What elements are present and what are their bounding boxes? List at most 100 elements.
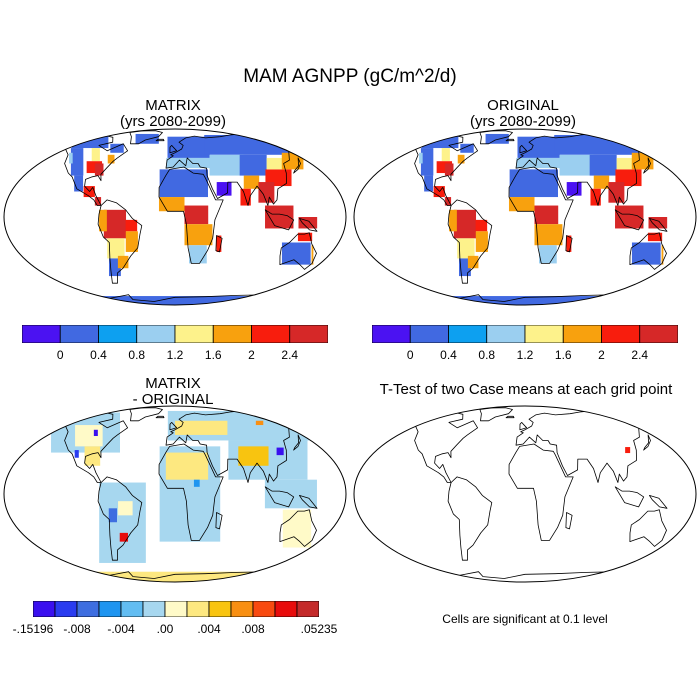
- coastline-greenland: [479, 407, 513, 422]
- grid-cell: [436, 161, 453, 174]
- grid-cell: [517, 136, 560, 158]
- significant-cell: [625, 447, 631, 454]
- coastline-iceland: [505, 138, 515, 142]
- coastline-madagascar: [215, 512, 223, 530]
- grid-cell: [107, 238, 125, 259]
- coastline-iceland: [505, 415, 515, 419]
- coastline-japan: [293, 434, 301, 451]
- colorbar-tick-label: 1.2: [516, 348, 534, 362]
- grid-cell: [534, 205, 559, 225]
- grid-cell: [238, 446, 269, 466]
- grid-cell: [91, 148, 100, 162]
- colorbar-tick-label: -.004: [107, 622, 135, 636]
- grid-cell: [93, 429, 98, 437]
- colorbar-tick-label: 1.2: [166, 348, 184, 362]
- colorbar-swatch: [59, 325, 99, 343]
- colorbar-swatch: [251, 325, 291, 343]
- colorbar-tick-label: 2: [598, 348, 605, 362]
- grid-cell: [282, 509, 312, 548]
- colorbar-tick-label: .008: [241, 622, 265, 636]
- colorbar-swatch: [448, 325, 488, 343]
- grid-cell: [449, 209, 457, 232]
- figure-title: MAM AGNPP (gC/m^2/d): [243, 66, 457, 87]
- coastline-namerica: [391, 134, 478, 206]
- coastline-newguinea: [299, 495, 318, 509]
- colorbar-original: [372, 325, 678, 343]
- panel-title-line2: (yrs 2080-2099): [470, 113, 576, 130]
- grid-cell: [559, 154, 594, 176]
- grid-cell: [566, 182, 582, 196]
- colorbar-swatch: [274, 601, 298, 617]
- coastline-namerica: [391, 411, 478, 483]
- colorbar-diff: [33, 601, 319, 617]
- coastline-madagascar: [565, 235, 573, 253]
- colorbar-swatch: [98, 601, 122, 617]
- colorbar-swatch: [54, 601, 78, 617]
- colorbar-swatch: [409, 325, 449, 343]
- grid-cell: [615, 169, 642, 187]
- grid-cell: [608, 182, 625, 203]
- coastline-samerica: [97, 199, 143, 284]
- grid-cell: [84, 446, 101, 466]
- grid-cell: [424, 175, 434, 192]
- grid-cell: [630, 136, 675, 149]
- coastline-newguinea: [649, 495, 668, 509]
- colorbar-tick-label: 0.8: [478, 348, 496, 362]
- colorbar-tick-label: .00: [156, 622, 174, 636]
- colorbar-swatch: [562, 325, 602, 343]
- colorbar-swatch: [164, 601, 188, 617]
- grid-cell: [189, 245, 207, 264]
- colorbar-swatch: [98, 325, 138, 343]
- panel-title-line2: (yrs 2080-2099): [120, 113, 226, 130]
- grid-cell: [117, 255, 129, 269]
- grid-cell: [615, 205, 644, 229]
- panel-title-line1: ORIGINAL: [487, 97, 559, 114]
- coastline-eurasia: [515, 410, 668, 483]
- grid-cell: [444, 163, 454, 176]
- coastline-samerica: [447, 199, 493, 284]
- grid-cell: [86, 161, 103, 174]
- grid-cell: [193, 479, 200, 487]
- coastline-japan: [643, 434, 651, 451]
- colorbar-tick-label: 1.6: [204, 348, 222, 362]
- grid-cell: [135, 133, 159, 144]
- coastline-nz: [669, 264, 685, 278]
- colorbar-tick-label: 2: [248, 348, 255, 362]
- colorbar-swatch: [486, 325, 526, 343]
- panel-title-line2: - ORIGINAL: [132, 391, 214, 408]
- grid-cell: [125, 219, 138, 232]
- grid-cell: [110, 143, 124, 153]
- coastline-iceland: [155, 415, 165, 419]
- grid-cell: [485, 133, 509, 144]
- grid-cell: [297, 232, 313, 242]
- coastline-uk: [519, 422, 528, 431]
- coastline-australia: [629, 509, 667, 547]
- coastline-africa: [158, 166, 224, 264]
- coastline-nz: [669, 541, 685, 555]
- grid-cell: [108, 508, 118, 523]
- grid-cell: [94, 163, 104, 176]
- grid-cell: [280, 136, 325, 149]
- colorbar-tick-label: 0.8: [128, 348, 146, 362]
- grid-cell: [419, 152, 423, 164]
- coastline-nz: [319, 264, 335, 278]
- grid-cell: [69, 152, 73, 164]
- coastline-japan: [293, 157, 301, 174]
- grid-cell: [444, 197, 452, 206]
- colorbar-labels-original: 0 0.4 0.8 1.2 1.6 2 2.4: [372, 348, 678, 364]
- colorbar-swatch: [136, 325, 176, 343]
- coastline-indonesia: [614, 486, 645, 508]
- panel-title-matrix: MATRIX (yrs 2080-2099): [88, 98, 258, 130]
- coastline-samerica: [447, 476, 493, 561]
- colorbar-tick-label: 0: [406, 348, 414, 362]
- coastline-africa: [158, 443, 224, 541]
- grid-cell: [264, 479, 317, 509]
- coastline-africa: [508, 443, 574, 541]
- coastline-eurasia: [515, 133, 668, 206]
- grid-cell: [125, 231, 138, 252]
- coastline-indonesia: [264, 209, 295, 231]
- grid-cell: [453, 209, 477, 239]
- grid-cell: [475, 219, 488, 232]
- colorbar-swatch: [120, 601, 144, 617]
- grid-cell: [107, 154, 115, 164]
